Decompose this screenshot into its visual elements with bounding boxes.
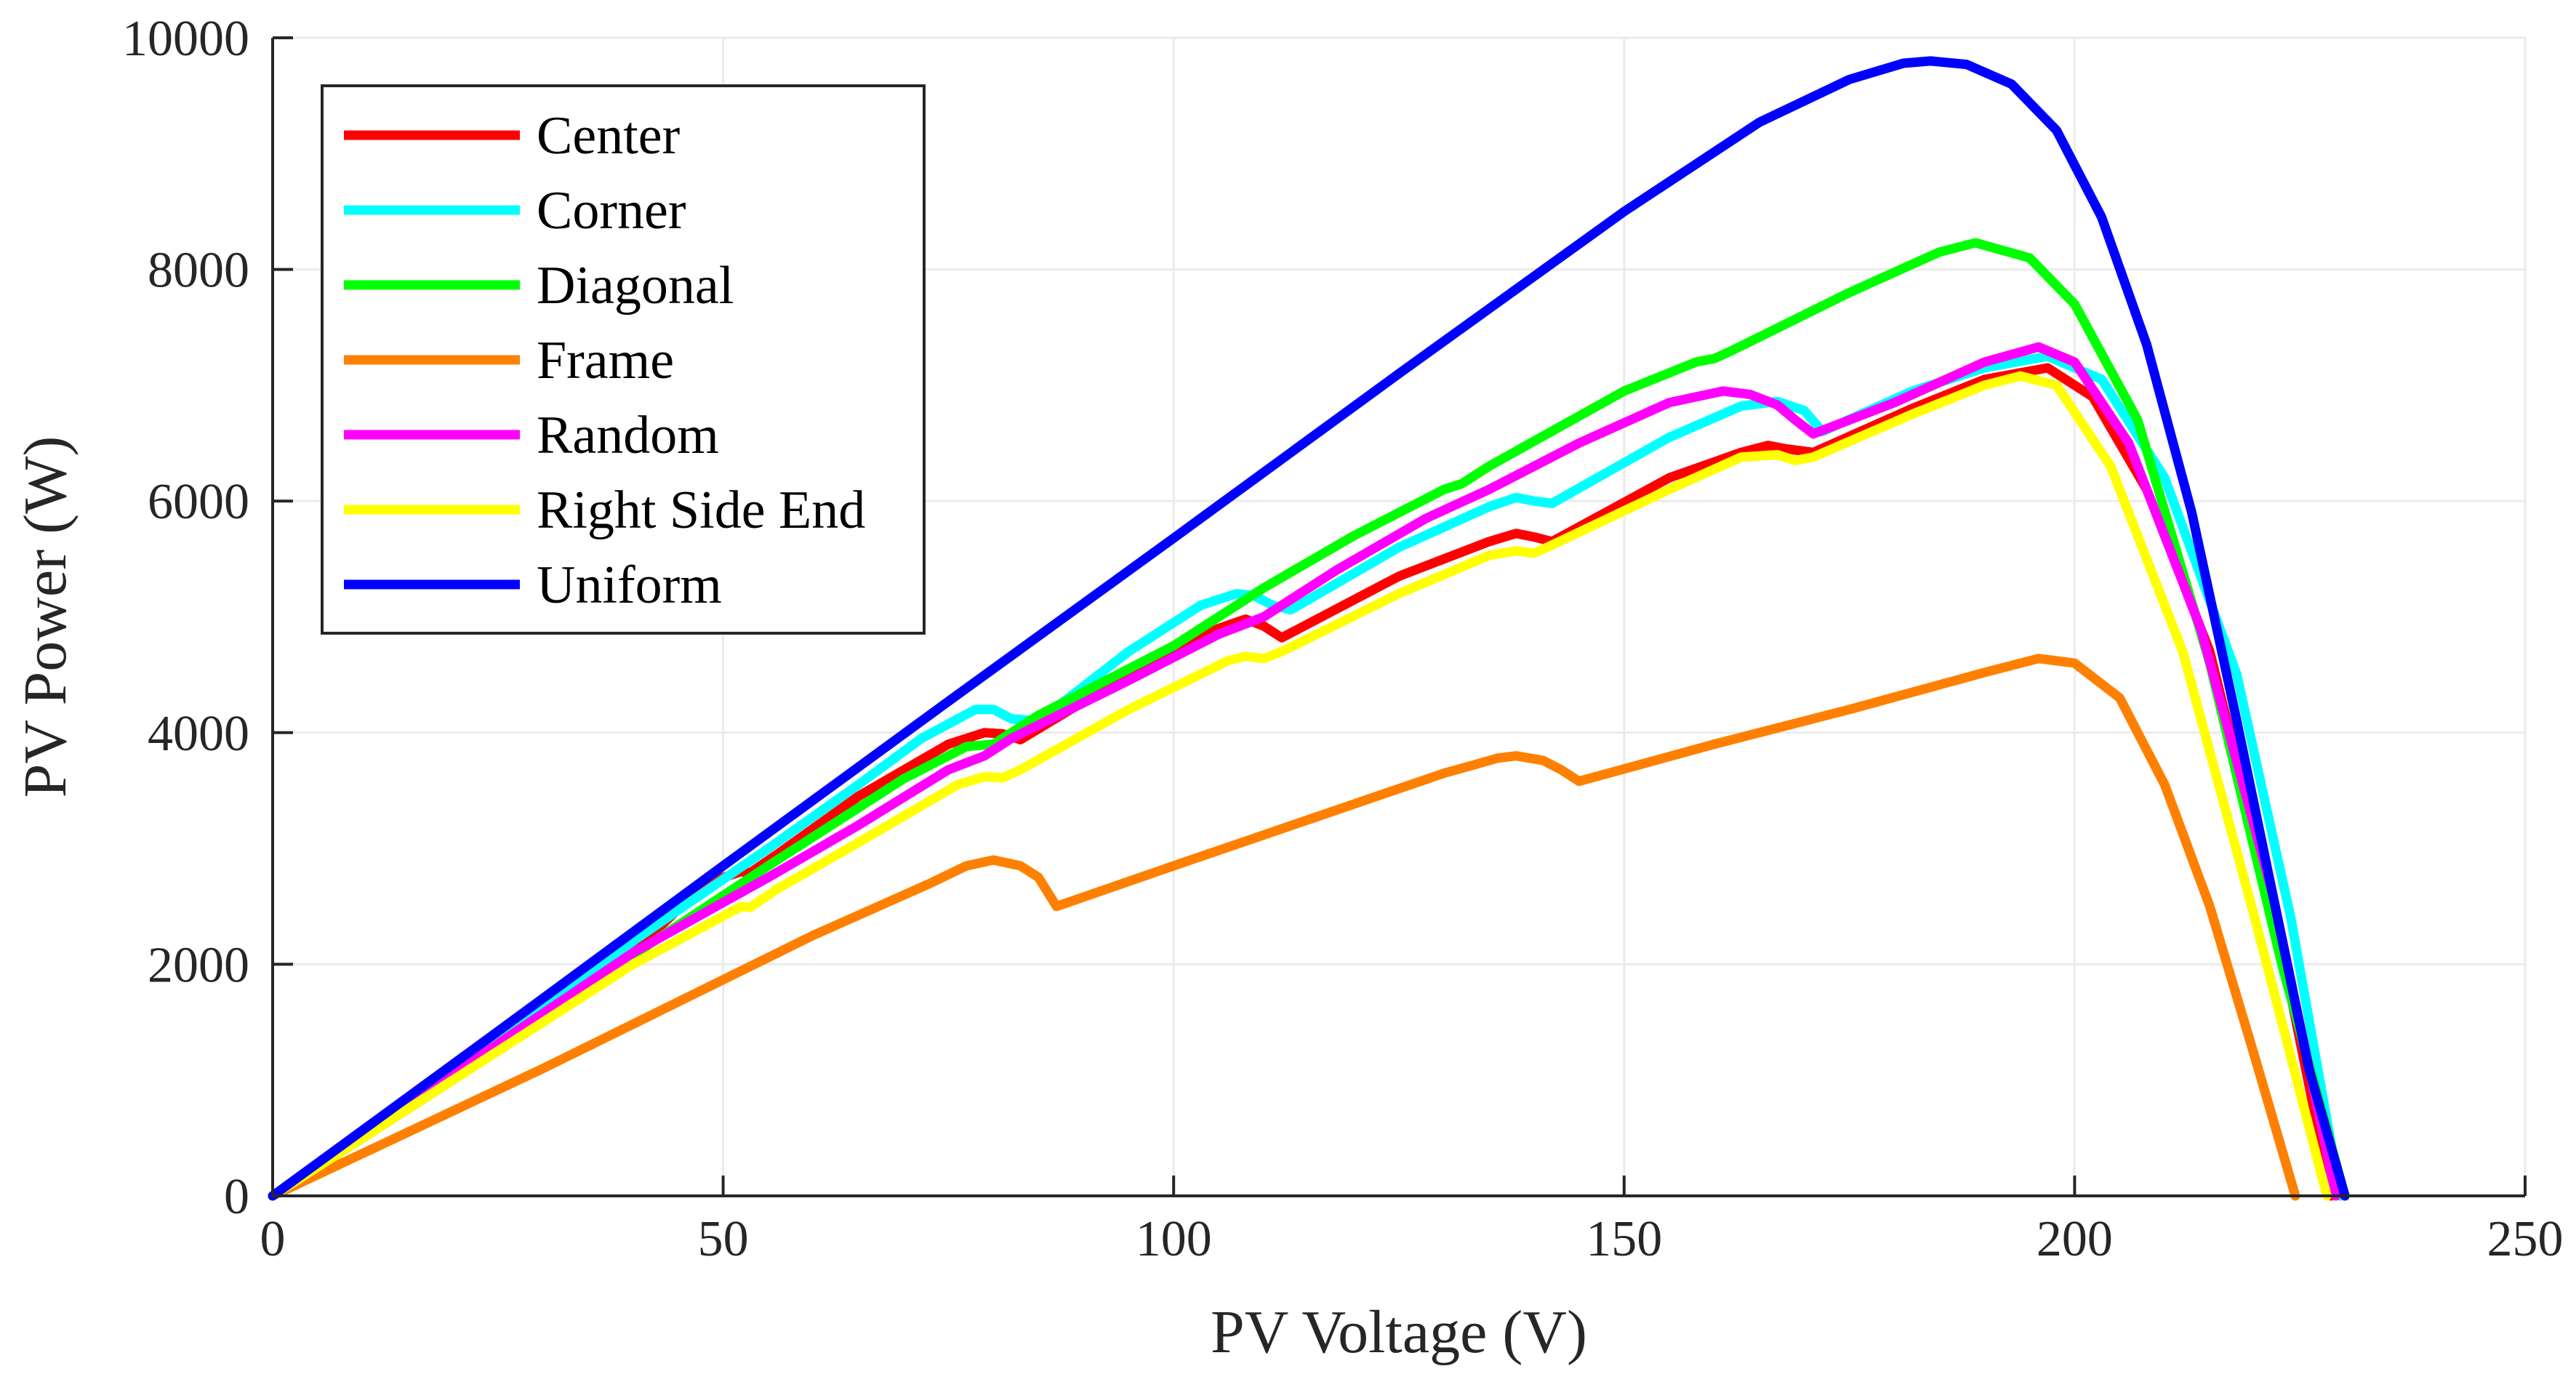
x-axis-label: PV Voltage (V) [1211,1298,1587,1366]
x-tick-label: 200 [2037,1211,2113,1267]
y-tick-label: 0 [224,1169,249,1225]
legend-label-diagonal: Diagonal [537,256,734,316]
legend-label-random: Random [537,406,719,465]
ticks: 0 50 100 150 200 250 0 2000 4000 6000 8000 10000 [122,11,2564,1267]
series-line-random [268,342,2341,1201]
y-tick-label: 6000 [148,474,249,530]
series-layer [268,56,2350,1201]
legend-label-corner: Corner [537,181,686,241]
x-tick-label: 100 [1136,1211,1212,1267]
series-line-frame [268,654,2300,1201]
x-tick-label: 150 [1586,1211,1662,1267]
y-tick-label: 10000 [122,11,249,67]
series-line-uniform [268,56,2350,1201]
series-line-right-side-end [268,371,2332,1201]
legend: Center Corner Diagonal Frame Random Right Sid… [321,84,926,635]
y-tick-label: 8000 [148,243,249,299]
x-tick-label: 0 [260,1211,286,1267]
legend-label-center: Center [537,106,680,166]
x-tick-label: 50 [698,1211,749,1267]
y-axis-label: PV Power (W) [12,436,79,798]
y-tick-label: 4000 [148,706,249,762]
legend-items: Center Corner Diagonal Frame Random Right Sid… [344,106,865,615]
series-line-diagonal [268,238,2350,1201]
legend-label-uniform: Uniform [537,555,722,615]
series-line-corner [268,351,2346,1201]
x-tick-label: 250 [2487,1211,2564,1267]
y-tick-label: 2000 [148,937,249,993]
legend-label-right-side-end: Right Side End [537,481,865,540]
legend-label-frame: Frame [537,331,674,390]
